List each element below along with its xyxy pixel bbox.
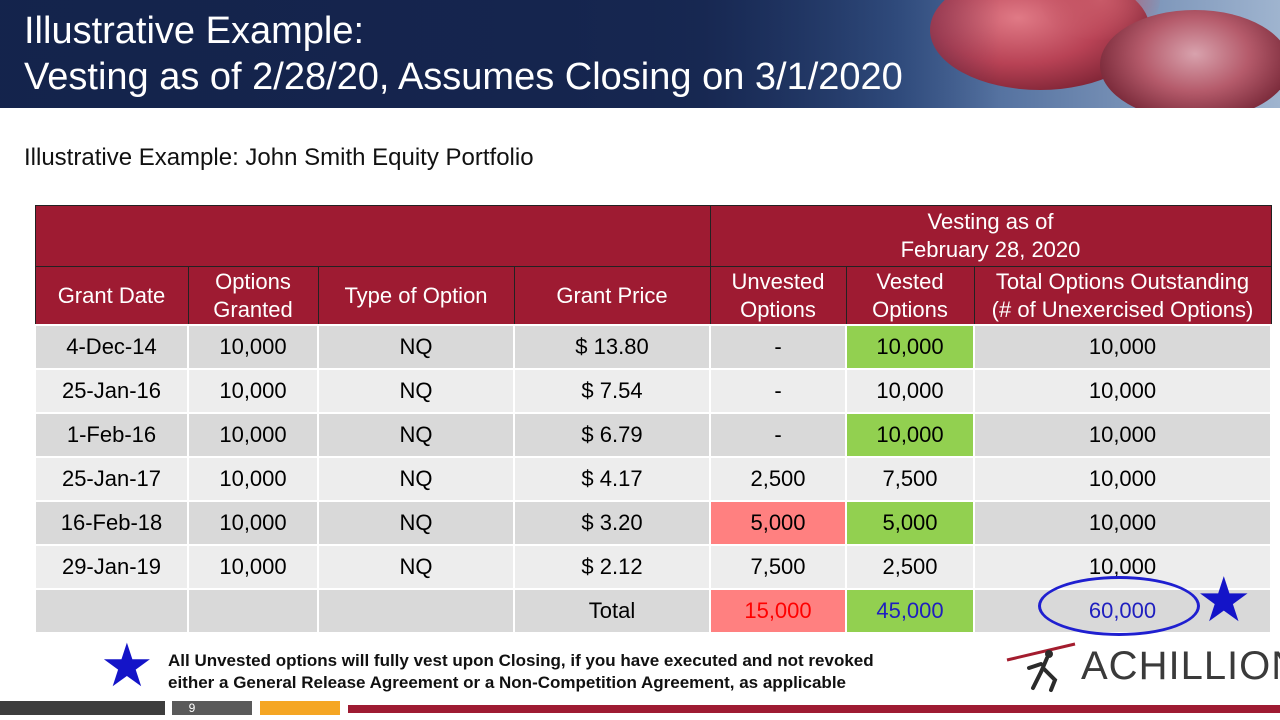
- equity-portfolio-table: Vesting as of February 28, 2020 Grant Da…: [34, 205, 1272, 634]
- cell-vested: 7,500: [845, 456, 975, 502]
- col-header-text: Vested: [876, 268, 944, 294]
- col-header-text: Granted: [213, 296, 293, 322]
- cell-grant-price: $ 3.20: [513, 500, 711, 546]
- col-header-grant-date: Grant Date: [34, 266, 189, 326]
- banner-image-blob: [1100, 10, 1280, 108]
- col-header-options-granted: Options Granted: [187, 266, 319, 326]
- footer-bar: [0, 701, 165, 715]
- cell-grant-price: $ 2.12: [513, 544, 711, 590]
- footnote-line2: either a General Release Agreement or a …: [168, 673, 846, 692]
- cell-total: 10,000: [973, 368, 1272, 414]
- group-header-blank: [34, 205, 711, 267]
- cell-grant-date: 1-Feb-16: [34, 412, 189, 458]
- cell-vested: 10,000: [845, 412, 975, 458]
- cell-total: 10,000: [973, 412, 1272, 458]
- cell-grant-date: 4-Dec-14: [34, 324, 189, 370]
- table-row: 1-Feb-16 10,000 NQ $ 6.79 - 10,000 10,00…: [34, 412, 1272, 458]
- achillion-logo-text: ACHILLION: [1081, 644, 1280, 688]
- achillion-logo-icon: [1006, 642, 1076, 692]
- vesting-as-of-header: Vesting as of February 28, 2020: [709, 205, 1272, 267]
- cell-total: 10,000: [973, 500, 1272, 546]
- footer-bar: [260, 701, 340, 715]
- cell-vested: 10,000: [845, 368, 975, 414]
- col-header-text: (# of Unexercised Options): [991, 296, 1254, 322]
- table-row: 25-Jan-16 10,000 NQ $ 7.54 - 10,000 10,0…: [34, 368, 1272, 414]
- cell-type: NQ: [317, 500, 515, 546]
- cell-total: 10,000: [973, 456, 1272, 502]
- col-header-text: Options: [215, 268, 291, 294]
- banner-shade: [0, 0, 1000, 108]
- cell-grant-price: $ 13.80: [513, 324, 711, 370]
- cell-type: NQ: [317, 412, 515, 458]
- table-row: 4-Dec-14 10,000 NQ $ 13.80 - 10,000 10,0…: [34, 324, 1272, 370]
- achillion-logo: ACHILLION: [1005, 638, 1280, 694]
- col-header-unvested: Unvested Options: [709, 266, 847, 326]
- cell-options-granted: 10,000: [187, 412, 319, 458]
- footer-bar: [348, 705, 1280, 713]
- cell-blank: [34, 588, 189, 634]
- col-header-text: Unvested: [731, 268, 825, 294]
- cell-blank: [187, 588, 319, 634]
- cell-type: NQ: [317, 544, 515, 590]
- vesting-header-line2: February 28, 2020: [900, 237, 1081, 262]
- cell-options-granted: 10,000: [187, 544, 319, 590]
- slide-subtitle: Illustrative Example: John Smith Equity …: [24, 144, 534, 171]
- cell-total: 10,000: [973, 324, 1272, 370]
- cell-total-vested: 45,000: [845, 588, 975, 634]
- footnote-line1: All Unvested options will fully vest upo…: [168, 651, 874, 670]
- cell-grant-price: $ 6.79: [513, 412, 711, 458]
- cell-total-unvested: 15,000: [709, 588, 847, 634]
- highlight-circle: [1038, 576, 1200, 636]
- cell-vested: 5,000: [845, 500, 975, 546]
- footer-bar: [172, 701, 252, 715]
- cell-grant-date: 16-Feb-18: [34, 500, 189, 546]
- cell-unvested: -: [709, 324, 847, 370]
- cell-unvested: -: [709, 412, 847, 458]
- footnote: All Unvested options will fully vest upo…: [168, 650, 874, 694]
- cell-type: NQ: [317, 368, 515, 414]
- col-header-total-outstanding: Total Options Outstanding (# of Unexerci…: [973, 266, 1272, 326]
- cell-options-granted: 10,000: [187, 500, 319, 546]
- col-header-text: Options: [872, 296, 948, 322]
- col-header-text: Total Options Outstanding: [995, 268, 1250, 294]
- table-row: 16-Feb-18 10,000 NQ $ 3.20 5,000 5,000 1…: [34, 500, 1272, 546]
- col-header-type: Type of Option: [317, 266, 515, 326]
- table-column-header-row: Grant Date Options Granted Type of Optio…: [34, 266, 1272, 326]
- cell-options-granted: 10,000: [187, 368, 319, 414]
- cell-grant-date: 29-Jan-19: [34, 544, 189, 590]
- cell-total: 10,000: [973, 544, 1272, 590]
- cell-grant-price: $ 7.54: [513, 368, 711, 414]
- cell-unvested: 2,500: [709, 456, 847, 502]
- page-number: 9: [188, 701, 196, 715]
- cell-vested: 2,500: [845, 544, 975, 590]
- col-header-text: Options: [740, 296, 816, 322]
- title-banner: Illustrative Example: Vesting as of 2/28…: [0, 0, 1280, 108]
- cell-options-granted: 10,000: [187, 456, 319, 502]
- star-icon: ★: [100, 632, 154, 699]
- slide-title-line2: Vesting as of 2/28/20, Assumes Closing o…: [24, 56, 903, 98]
- table-row: 29-Jan-19 10,000 NQ $ 2.12 7,500 2,500 1…: [34, 544, 1272, 590]
- cell-type: NQ: [317, 456, 515, 502]
- cell-unvested: -: [709, 368, 847, 414]
- cell-unvested: 5,000: [709, 500, 847, 546]
- cell-blank: [317, 588, 515, 634]
- cell-vested: 10,000: [845, 324, 975, 370]
- cell-options-granted: 10,000: [187, 324, 319, 370]
- cell-type: NQ: [317, 324, 515, 370]
- cell-grant-date: 25-Jan-17: [34, 456, 189, 502]
- col-header-vested: Vested Options: [845, 266, 975, 326]
- slide-title-line1: Illustrative Example:: [24, 10, 365, 52]
- cell-grant-date: 25-Jan-16: [34, 368, 189, 414]
- cell-grant-price: $ 4.17: [513, 456, 711, 502]
- table-row: 25-Jan-17 10,000 NQ $ 4.17 2,500 7,500 1…: [34, 456, 1272, 502]
- cell-unvested: 7,500: [709, 544, 847, 590]
- table-group-header-row: Vesting as of February 28, 2020: [34, 205, 1272, 267]
- slide-title: Illustrative Example: Vesting as of 2/28…: [24, 8, 903, 100]
- cell-total-label: Total: [513, 588, 711, 634]
- col-header-grant-price: Grant Price: [513, 266, 711, 326]
- star-icon: ★: [1196, 566, 1252, 635]
- vesting-header-line1: Vesting as of: [927, 209, 1054, 234]
